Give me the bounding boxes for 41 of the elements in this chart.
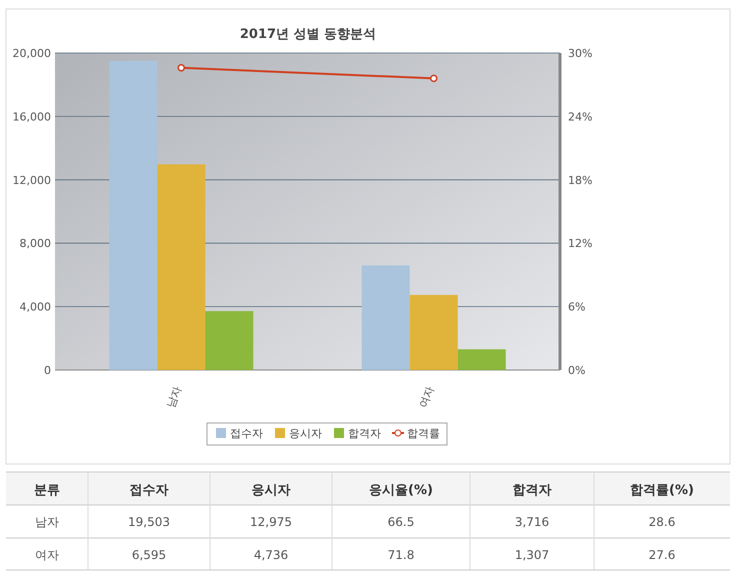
y-tick-label: 8,000 xyxy=(20,237,51,250)
y2-tick-label: 18% xyxy=(568,174,592,187)
y2-tick-label: 30% xyxy=(568,47,592,60)
text: 12,975 xyxy=(250,515,292,529)
text: 여자 xyxy=(35,548,59,562)
y-tick-label: 16,000 xyxy=(12,110,51,124)
y2-tick-label: 6% xyxy=(568,300,586,314)
legend-label: 합격률 xyxy=(407,427,440,440)
legend-label: 응시자 xyxy=(289,427,322,440)
bar xyxy=(362,265,410,370)
chart-title: 2017년 성별 동향분석 xyxy=(240,27,376,42)
y-tick-label: 20,000 xyxy=(12,47,51,60)
text: 19,503 xyxy=(128,515,170,529)
text: 1,307 xyxy=(514,548,550,562)
y-tick-label: 4,000 xyxy=(20,300,51,314)
bar xyxy=(458,349,506,370)
category-label: 접수자 xyxy=(130,483,168,498)
category-label: 분류 xyxy=(34,483,60,498)
y-tick-label: 0 xyxy=(44,364,51,377)
y2-tick-label: 12% xyxy=(568,237,592,250)
text: 남자 xyxy=(35,515,59,529)
text: 27.6 xyxy=(648,548,676,562)
category-label: 응시자 xyxy=(252,483,290,498)
bar xyxy=(157,164,206,370)
y-tick-label: 12,000 xyxy=(12,174,51,187)
category-label: 응시율(%) xyxy=(369,483,433,498)
text: 6,595 xyxy=(132,548,166,562)
y2-tick-label: 24% xyxy=(568,110,592,124)
bar xyxy=(205,311,254,370)
bar xyxy=(410,294,458,370)
legend-label: 합격자 xyxy=(348,427,381,440)
bar xyxy=(109,60,158,370)
text: 71.8 xyxy=(388,548,414,562)
category-label: 합격률(%) xyxy=(630,483,694,498)
text: 66.5 xyxy=(388,515,414,529)
legend-label: 접수자 xyxy=(230,427,263,440)
text: 28.6 xyxy=(648,515,676,529)
y2-tick-label: 0% xyxy=(568,364,586,377)
text: 4,736 xyxy=(254,548,288,562)
text: 3,716 xyxy=(514,515,550,529)
category-label: 합격자 xyxy=(512,483,552,498)
